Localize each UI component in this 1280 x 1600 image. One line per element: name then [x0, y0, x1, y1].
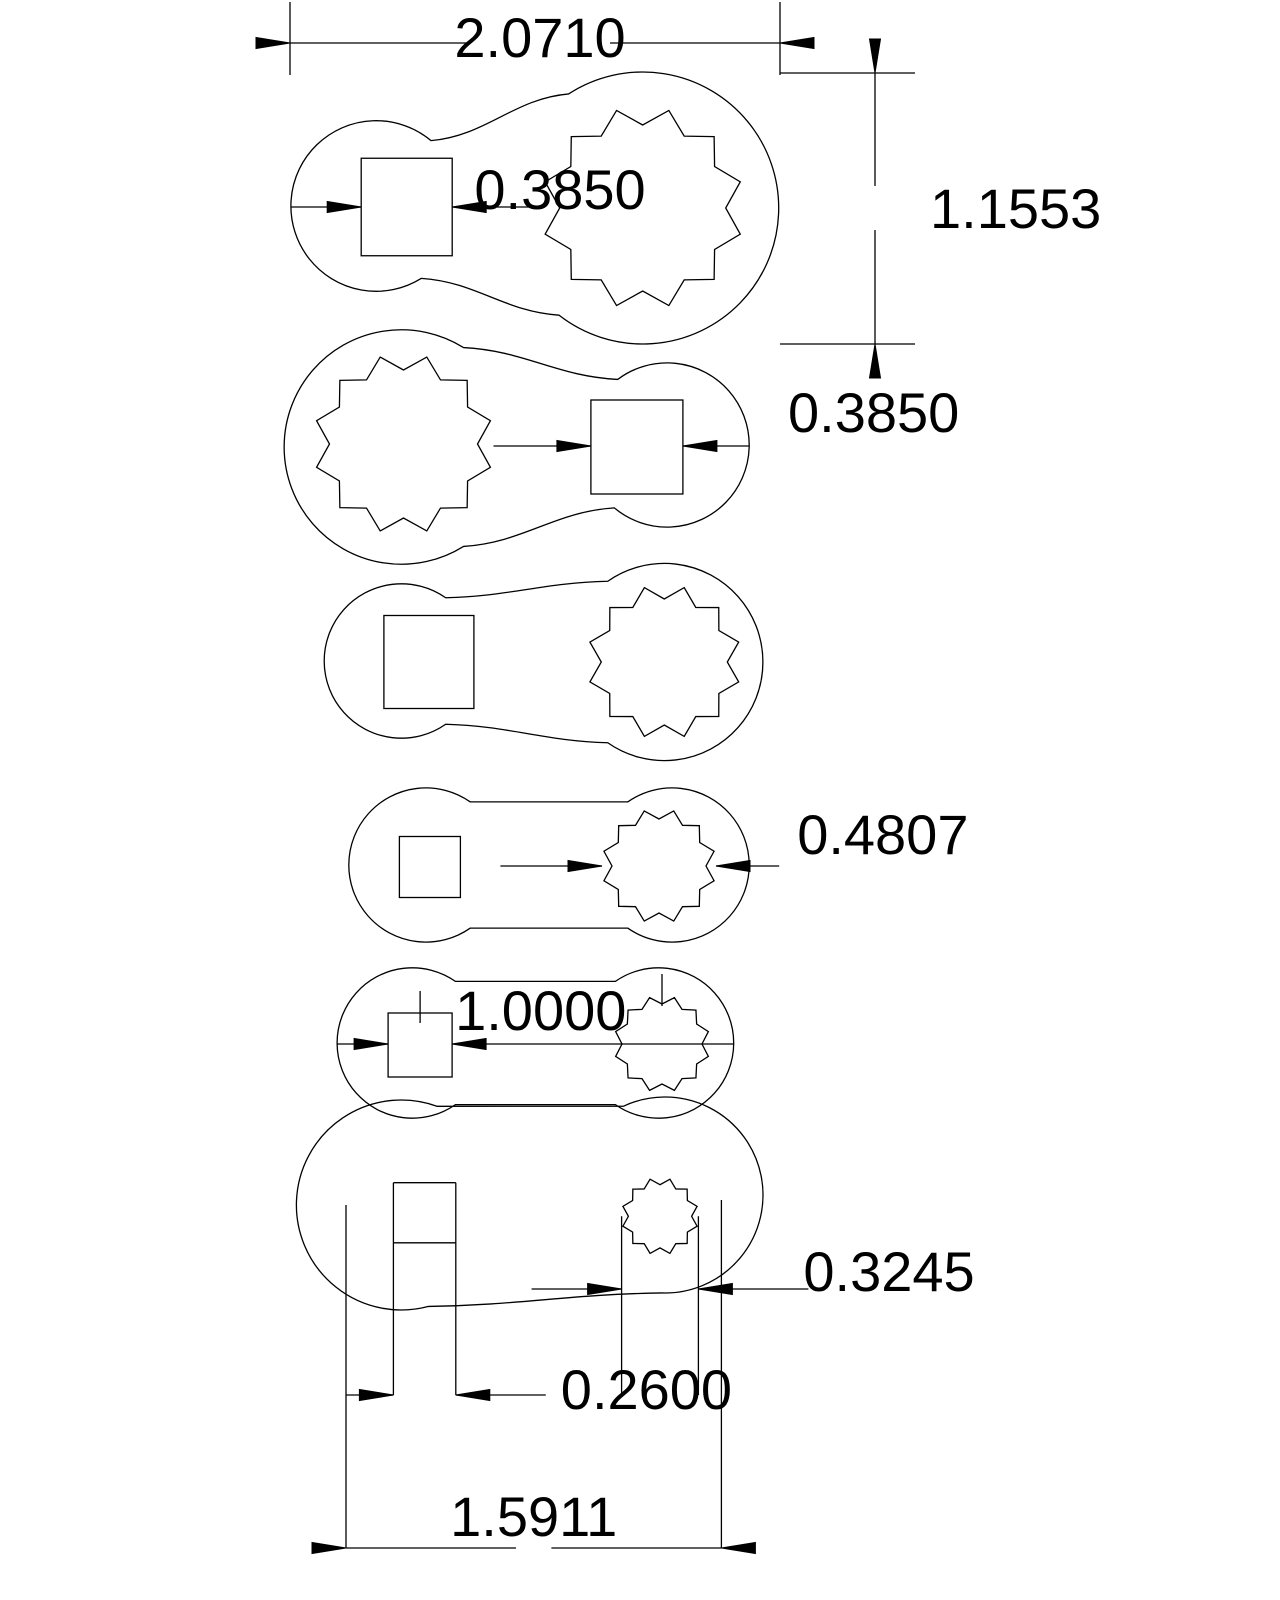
svg-text:1.1553: 1.1553 [930, 177, 1101, 240]
svg-text:0.3245: 0.3245 [803, 1240, 974, 1303]
svg-text:1.5911: 1.5911 [450, 1485, 617, 1548]
svg-text:0.3850: 0.3850 [788, 381, 959, 444]
svg-text:0.4807: 0.4807 [797, 803, 968, 866]
svg-text:1.0000: 1.0000 [455, 979, 626, 1042]
svg-text:0.2600: 0.2600 [561, 1358, 732, 1421]
svg-text:2.0710: 2.0710 [454, 6, 625, 69]
svg-text:0.3850: 0.3850 [474, 158, 645, 221]
